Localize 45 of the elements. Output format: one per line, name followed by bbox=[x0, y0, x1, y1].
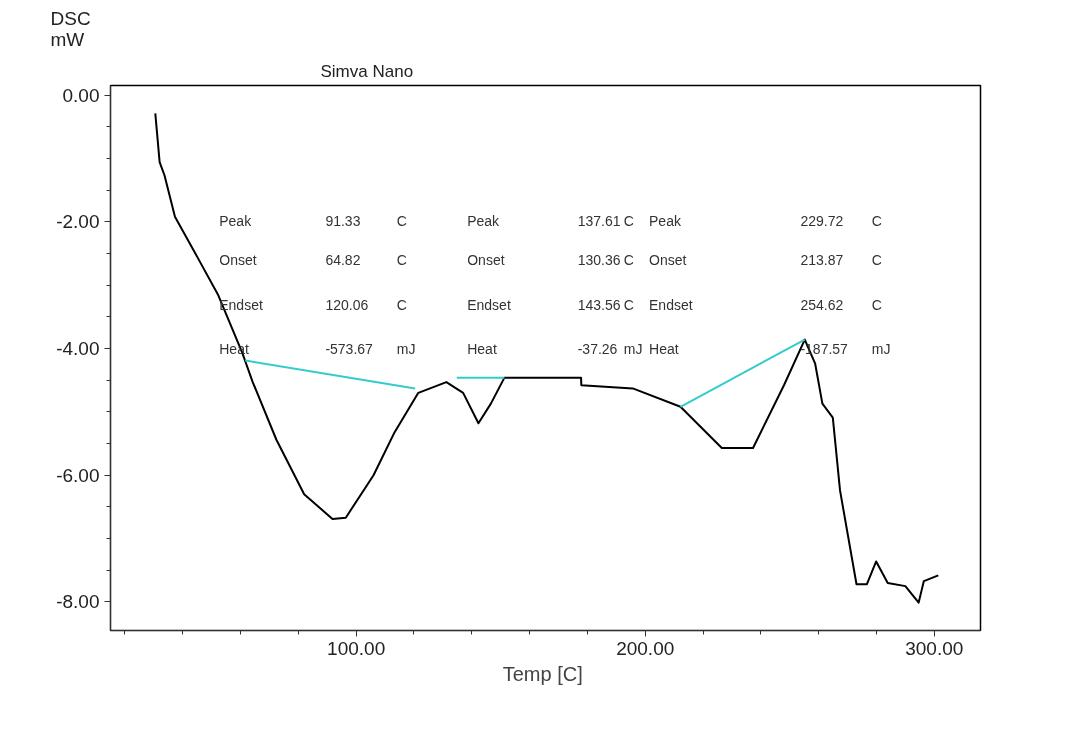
annotation: Peak bbox=[467, 213, 501, 230]
y-tick-label: 0.00 bbox=[62, 84, 100, 106]
y-tick-label: -6.00 bbox=[56, 464, 100, 486]
annotation: Onset bbox=[219, 252, 257, 269]
annotation: C bbox=[871, 297, 882, 314]
annotation: 229.72 bbox=[800, 213, 844, 230]
annotation: C bbox=[871, 252, 882, 269]
annotation: C bbox=[396, 213, 407, 230]
annotation: C bbox=[623, 213, 634, 230]
y-tick-label: -8.00 bbox=[56, 591, 100, 613]
chart-title: Simva Nano bbox=[320, 61, 414, 81]
annotation: Heat bbox=[649, 341, 679, 358]
annotation: -573.67 bbox=[325, 341, 374, 358]
annotation: 91.33 bbox=[325, 213, 361, 230]
y-axis-title: DSC mW bbox=[50, 7, 91, 50]
x-tick-label: 300.00 bbox=[905, 637, 964, 659]
annotation: 120.06 bbox=[325, 297, 369, 314]
annotation: Onset bbox=[649, 252, 687, 269]
line-series bbox=[154, 112, 940, 604]
annotation: C bbox=[396, 297, 407, 314]
annotation: Peak bbox=[649, 213, 682, 230]
annotation: 213.87 bbox=[800, 252, 844, 269]
y-tick-label: -2.00 bbox=[56, 211, 100, 233]
annotation: Endset bbox=[649, 297, 693, 314]
annotation: Onset bbox=[467, 252, 505, 269]
annotation: 254.62 bbox=[800, 297, 844, 314]
annotation: mJ bbox=[871, 341, 891, 358]
y-tick-label: -4.00 bbox=[56, 337, 100, 359]
annotation: Heat bbox=[467, 341, 497, 358]
annotation: Endset bbox=[467, 297, 511, 314]
annotation: C bbox=[623, 297, 634, 314]
annotation: mJ bbox=[623, 341, 643, 358]
x-tick-label: 200.00 bbox=[616, 637, 675, 659]
annotation: 137.61 bbox=[577, 213, 621, 230]
annotation: 64.82 bbox=[325, 252, 361, 269]
annotation: C bbox=[396, 252, 407, 269]
x-axis-title: Temp [C] bbox=[502, 662, 583, 685]
annotation: C bbox=[871, 213, 882, 230]
annotation: 143.56 bbox=[577, 297, 621, 314]
annotation: Peak bbox=[219, 213, 253, 230]
annotation: -37.26 bbox=[577, 341, 618, 358]
annotation: C bbox=[623, 252, 634, 269]
x-tick-label: 100.00 bbox=[327, 637, 386, 659]
annotation: mJ bbox=[396, 341, 416, 358]
annotation: 130.36 bbox=[577, 252, 621, 269]
